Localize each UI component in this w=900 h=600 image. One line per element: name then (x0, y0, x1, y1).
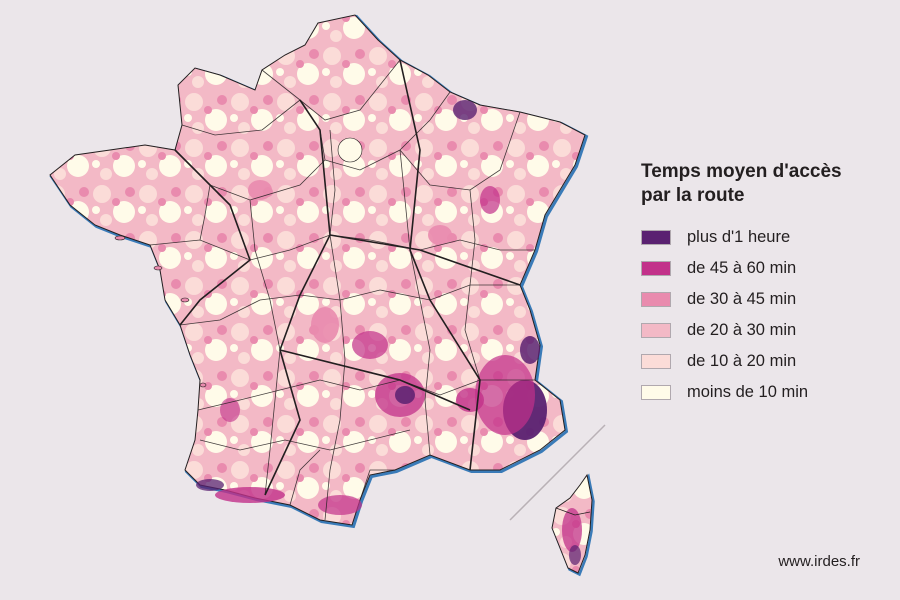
legend-label: de 20 à 30 min (687, 321, 797, 339)
legend-item-10-20: de 10 à 20 min (641, 346, 881, 377)
legend-swatch (641, 354, 671, 369)
map-legend: Temps moyen d'accès par la route plus d'… (641, 160, 881, 408)
legend-label: de 30 à 45 min (687, 290, 797, 308)
legend-title-line1: Temps moyen d'accès (641, 161, 842, 182)
legend-swatch (641, 261, 671, 276)
legend-swatch (641, 323, 671, 338)
mainland-fill (49, 14, 586, 526)
legend-item-over-1h: plus d'1 heure (641, 222, 881, 253)
legend-item-30-45: de 30 à 45 min (641, 284, 881, 315)
legend-label: de 45 à 60 min (687, 259, 797, 277)
paris-area (337, 137, 363, 163)
legend-label: de 10 à 20 min (687, 352, 797, 370)
legend-swatch (641, 292, 671, 307)
legend-swatch (641, 385, 671, 400)
legend-item-under-10: moins de 10 min (641, 377, 881, 408)
legend-title: Temps moyen d'accès par la route (641, 160, 881, 208)
legend-title-line2: par la route (641, 185, 745, 206)
legend-item-45-60: de 45 à 60 min (641, 253, 881, 284)
corsica-separator (509, 424, 606, 521)
department-borders (149, 59, 535, 521)
legend-item-20-30: de 20 à 30 min (641, 315, 881, 346)
legend-label: moins de 10 min (687, 383, 809, 401)
source-credit: www.irdes.fr (778, 553, 860, 570)
region-borders (174, 59, 521, 496)
legend-swatch (641, 230, 671, 245)
corsica (551, 473, 595, 577)
legend-label: plus d'1 heure (687, 228, 791, 246)
mainland-france (49, 14, 589, 529)
islands (114, 235, 207, 388)
